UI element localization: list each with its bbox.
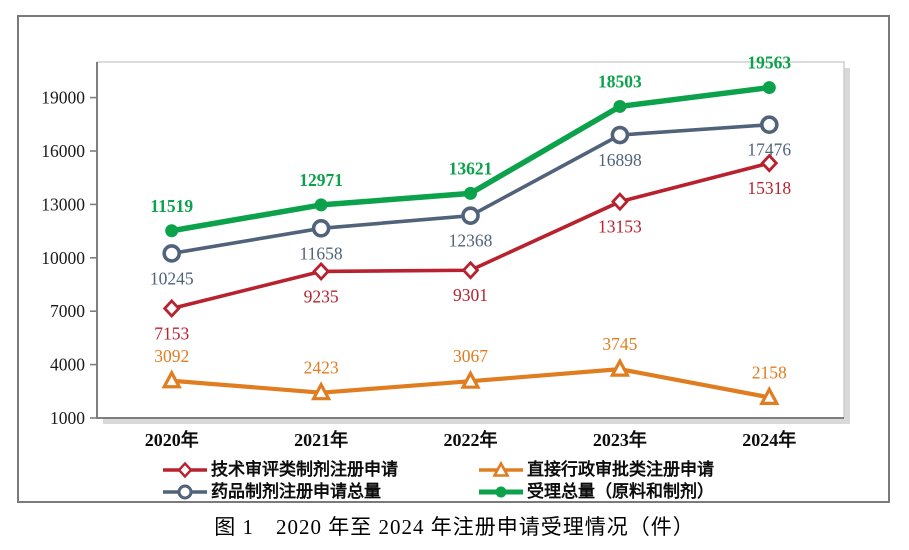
data-point-marker-diamond-open bbox=[312, 261, 331, 281]
legend-item: 受理总量（原料和制剂） bbox=[478, 481, 714, 502]
data-label: 9301 bbox=[453, 285, 488, 305]
data-point-marker-diamond-open bbox=[461, 260, 480, 280]
x-axis-category-label: 2021年 bbox=[294, 429, 348, 450]
x-axis-category-label: 2024年 bbox=[742, 429, 796, 450]
legend-item: 直接行政审批类注册申请 bbox=[478, 459, 714, 480]
data-label: 16898 bbox=[598, 150, 642, 170]
data-label: 3092 bbox=[154, 346, 189, 366]
data-point-marker-triangle-open bbox=[460, 369, 481, 389]
data-label: 7153 bbox=[154, 323, 189, 343]
x-axis-category-label: 2023年 bbox=[593, 429, 647, 450]
data-point-marker-circle-open bbox=[461, 206, 480, 225]
y-axis-tick-label: 10000 bbox=[41, 248, 85, 268]
data-point-marker-triangle-open bbox=[759, 385, 780, 405]
data-label: 12368 bbox=[449, 231, 493, 251]
data-label: 17476 bbox=[747, 140, 791, 160]
data-point-marker-circle-open bbox=[311, 218, 331, 238]
legend-item: 药品制剂注册申请总量 bbox=[162, 481, 478, 502]
legend-diamond-open-icon bbox=[163, 461, 207, 478]
data-label: 13621 bbox=[449, 158, 493, 178]
data-point-marker-circle-open bbox=[759, 115, 779, 135]
data-point-marker-triangle-open bbox=[609, 357, 631, 377]
legend-label: 直接行政审批类注册申请 bbox=[527, 460, 714, 479]
legend-label: 药品制剂注册申请总量 bbox=[211, 482, 381, 501]
y-axis-tick-label: 16000 bbox=[41, 141, 85, 161]
data-label: 19563 bbox=[747, 53, 791, 73]
legend-item: 技术审评类制剂注册申请 bbox=[162, 459, 478, 480]
data-point-marker-circle-filled bbox=[762, 81, 776, 95]
data-label: 3745 bbox=[602, 334, 637, 354]
data-label: 11519 bbox=[150, 196, 193, 216]
data-point-marker-circle-filled bbox=[165, 224, 179, 238]
figure-caption: 图 1 2020 年至 2024 年注册申请受理情况（件） bbox=[214, 515, 695, 539]
x-axis-category-label: 2020年 bbox=[145, 429, 199, 450]
legend-triangle-open-icon bbox=[479, 460, 523, 477]
legend-label: 受理总量（原料和制剂） bbox=[527, 482, 714, 501]
y-axis-tick-label: 13000 bbox=[41, 194, 85, 214]
data-point-marker-circle-open bbox=[610, 125, 630, 145]
chart-legend: 技术审评类制剂注册申请 直接行政审批类注册申请药品制剂注册申请总量 受理总量（原料和… bbox=[162, 459, 714, 502]
data-point-marker-circle-open bbox=[162, 244, 181, 263]
data-point-marker-circle-filled bbox=[314, 198, 328, 212]
data-point-marker-diamond-open bbox=[162, 298, 181, 319]
data-point-marker-circle-filled bbox=[464, 186, 477, 200]
data-label: 2423 bbox=[304, 358, 339, 378]
legend-circle-open-icon bbox=[163, 484, 207, 499]
y-axis-tick-label: 1000 bbox=[50, 408, 85, 428]
legend-label: 技术审评类制剂注册申请 bbox=[211, 460, 398, 479]
data-point-marker-diamond-open bbox=[760, 153, 779, 173]
data-label: 11658 bbox=[300, 243, 343, 263]
data-label: 2158 bbox=[752, 362, 787, 382]
plot-area bbox=[96, 61, 845, 419]
y-axis-tick-label: 19000 bbox=[41, 88, 85, 108]
data-label: 18503 bbox=[598, 71, 642, 91]
chart-frame: 1000 4000 7000 10000 13000 16000 19000 2020年 202… bbox=[17, 15, 890, 503]
y-axis-tick-label: 7000 bbox=[50, 301, 85, 321]
data-label: 9235 bbox=[304, 286, 339, 306]
legend-circle-filled-icon bbox=[479, 486, 523, 497]
data-point-marker-triangle-open bbox=[310, 381, 332, 401]
data-point-marker-diamond-open bbox=[610, 192, 629, 212]
data-label: 13153 bbox=[598, 217, 642, 237]
data-label: 15318 bbox=[747, 178, 791, 198]
data-point-marker-triangle-open bbox=[161, 369, 182, 389]
x-axis-category-label: 2022年 bbox=[444, 429, 498, 450]
y-axis-tick-label: 4000 bbox=[50, 355, 85, 375]
data-label: 12971 bbox=[299, 170, 343, 190]
data-label: 10245 bbox=[150, 268, 194, 288]
data-label: 3067 bbox=[453, 346, 488, 366]
data-point-marker-circle-filled bbox=[613, 99, 627, 113]
